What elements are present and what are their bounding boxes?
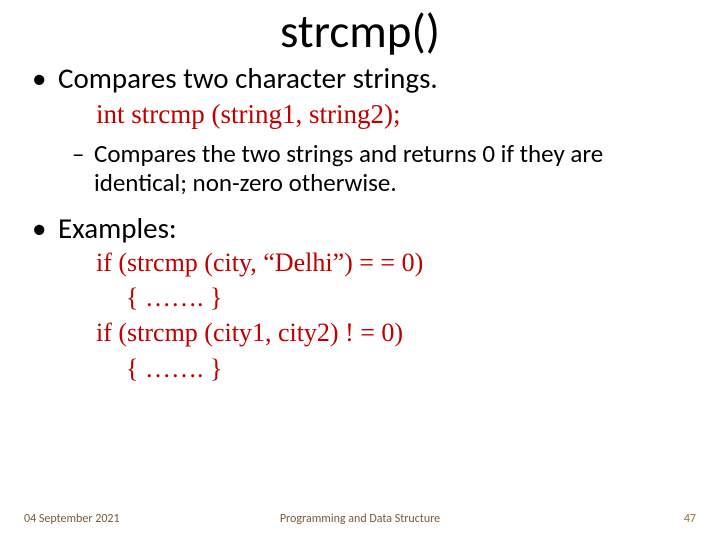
bullet-level-2: – Compares the two strings and returns 0…: [72, 140, 696, 198]
slide-title: strcmp(): [0, 0, 720, 60]
slide: strcmp() • Compares two character string…: [0, 0, 720, 540]
slide-footer: 04 September 2021 Programming and Data S…: [0, 512, 720, 526]
footer-course: Programming and Data Structure: [0, 512, 720, 526]
code-signature: int strcmp (string1, string2);: [96, 97, 696, 132]
slide-body: • Compares two character strings. int st…: [0, 62, 720, 386]
bullet-level-1: • Compares two character strings.: [30, 62, 696, 95]
code-example-line: if (strcmp (city, “Delhi”) = = 0): [96, 245, 696, 280]
code-example-line: if (strcmp (city1, city2) ! = 0): [96, 315, 696, 350]
bullet-dot-icon: •: [30, 212, 58, 245]
code-example-line: { ……. }: [126, 351, 696, 386]
bullet-text: Compares two character strings.: [58, 62, 696, 95]
code-example-line: { ……. }: [126, 280, 696, 315]
bullet-dash-icon: –: [72, 140, 94, 169]
bullet-dot-icon: •: [30, 62, 58, 95]
bullet-level-1: • Examples:: [30, 212, 696, 245]
bullet-sub-text: Compares the two strings and returns 0 i…: [94, 140, 696, 198]
bullet-text: Examples:: [58, 212, 696, 245]
